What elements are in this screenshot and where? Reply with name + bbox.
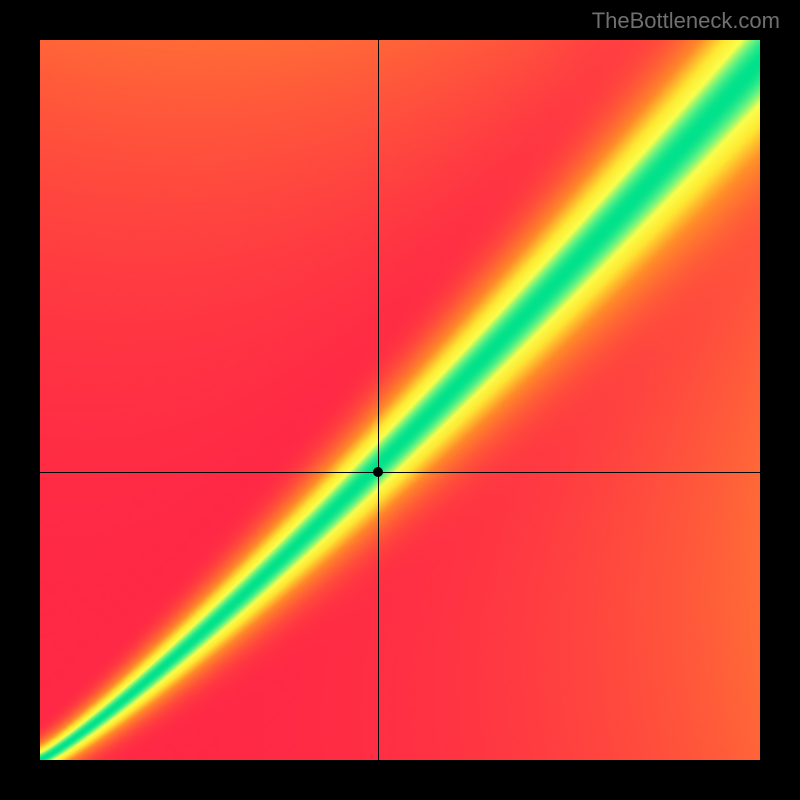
heatmap-canvas (40, 40, 760, 760)
plot-area (40, 40, 760, 760)
crosshair-vertical (378, 40, 379, 760)
crosshair-marker-dot (373, 467, 383, 477)
crosshair-horizontal (40, 472, 760, 473)
watermark-text: TheBottleneck.com (592, 8, 780, 34)
